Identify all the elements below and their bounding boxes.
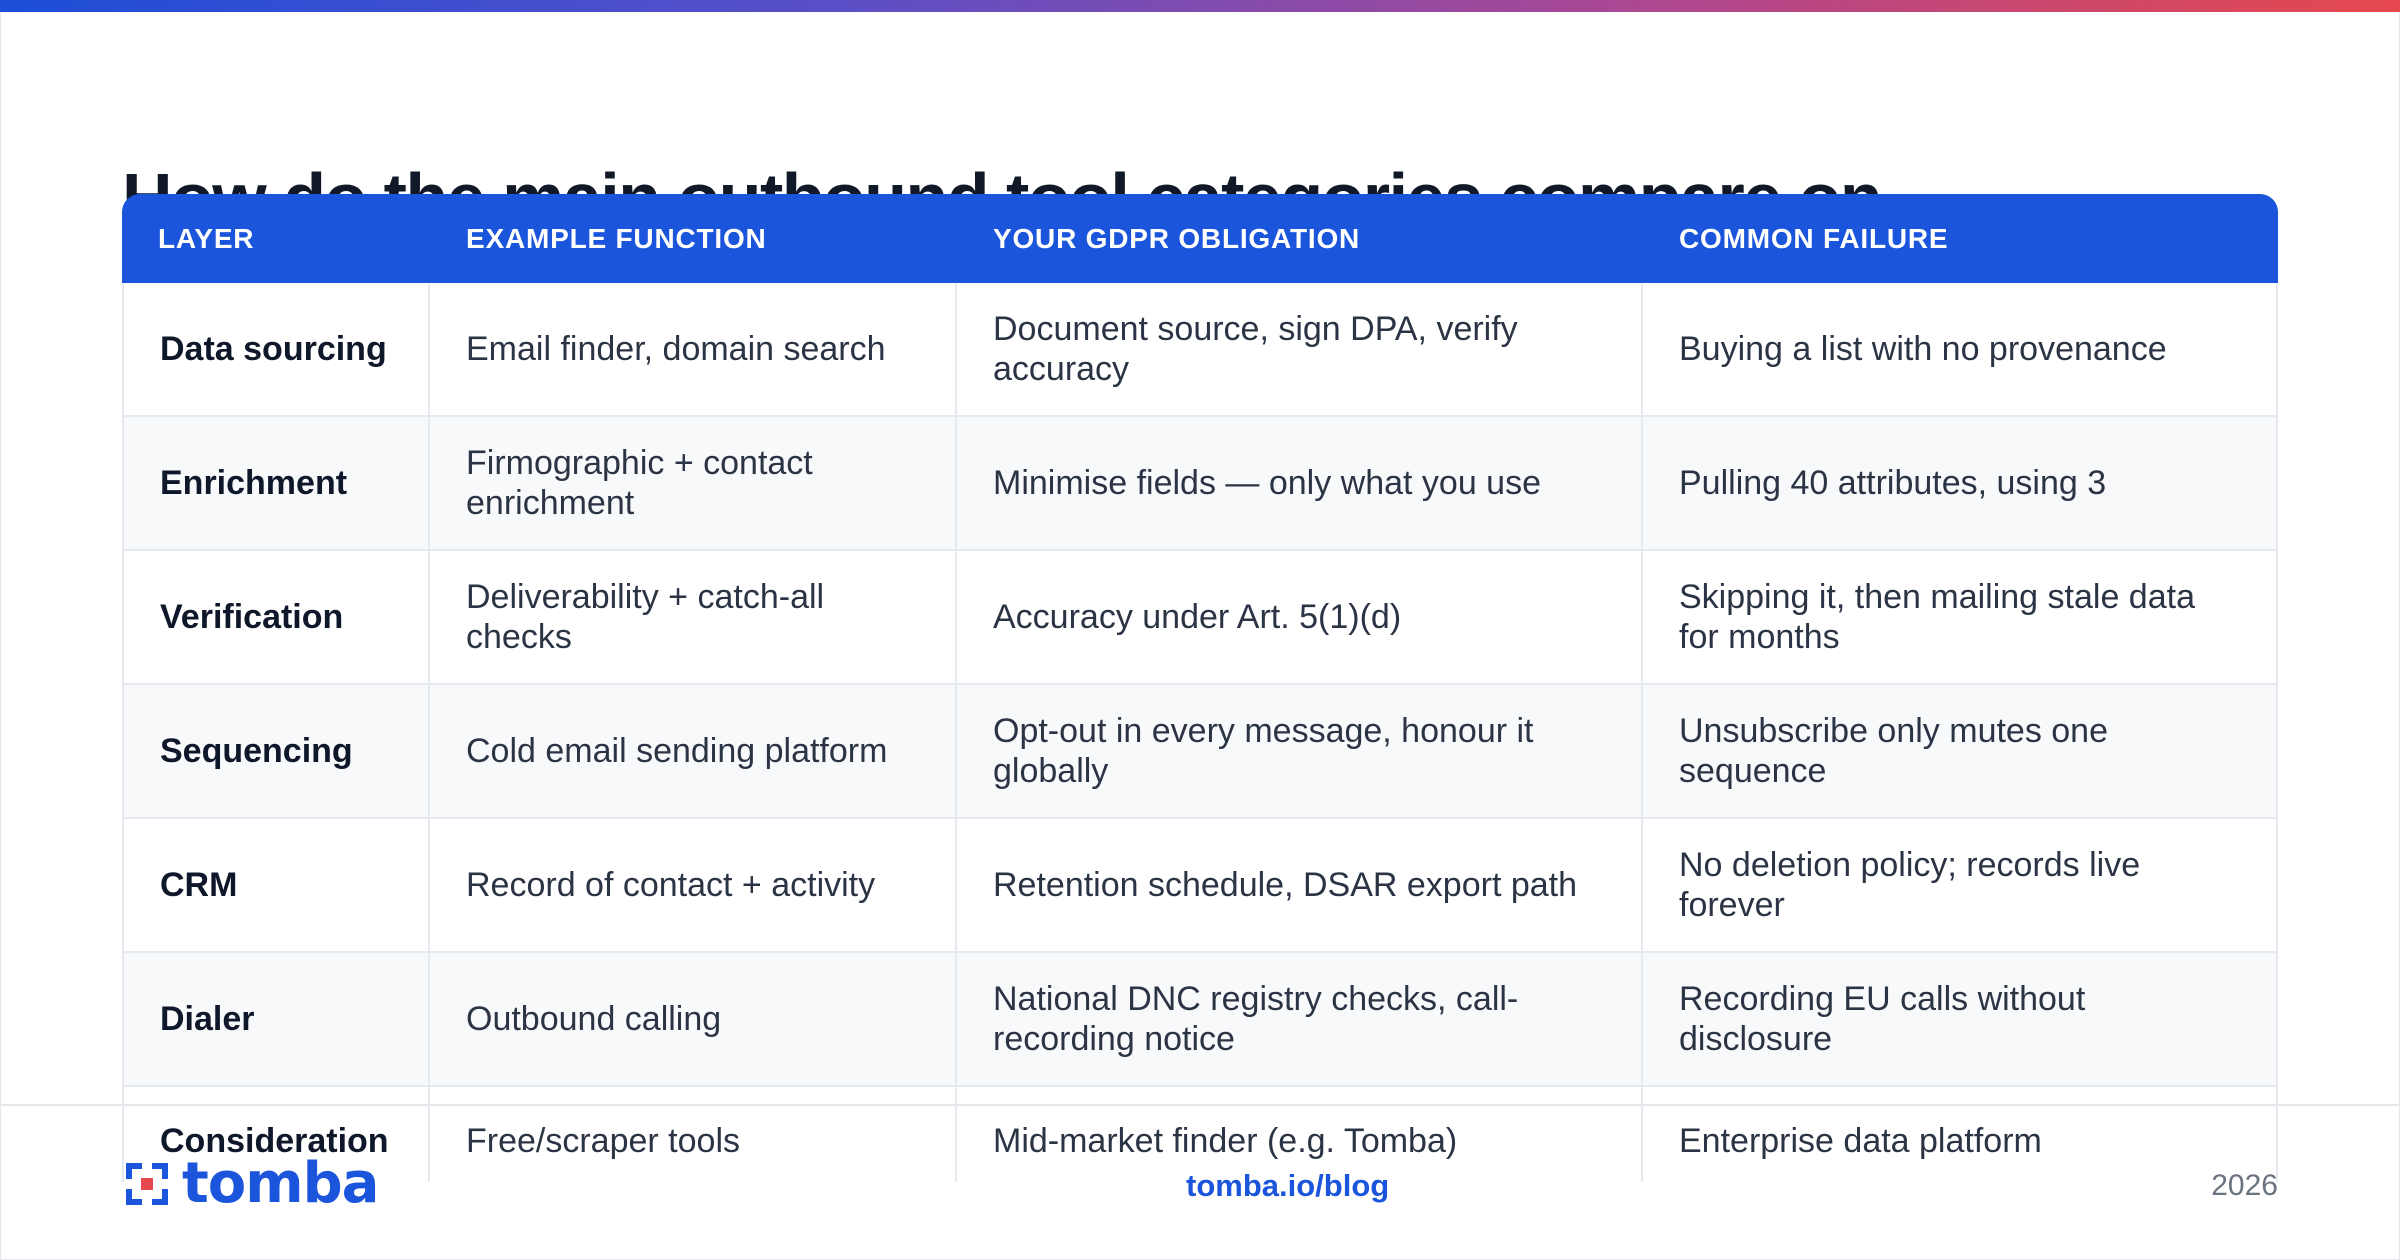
cell-layer: CRM [122, 819, 430, 953]
column-header-common-failure: COMMON FAILURE [1643, 194, 2278, 283]
footer-year: 2026 [2211, 1169, 2278, 1202]
cell-layer: Enrichment [122, 417, 430, 551]
cell-example-function: Firmographic + contact enrichment [430, 417, 957, 551]
cell-layer: Sequencing [122, 685, 430, 819]
cell-common-failure: No deletion policy; records live forever [1643, 819, 2278, 953]
cell-example-function: Cold email sending platform [430, 685, 957, 819]
cell-common-failure: Skipping it, then mailing stale data for… [1643, 551, 2278, 685]
cell-gdpr-obligation: Accuracy under Art. 5(1)(d) [957, 551, 1643, 685]
cell-common-failure: Unsubscribe only mutes one sequence [1643, 685, 2278, 819]
cell-layer: Consideration [122, 1087, 430, 1182]
table-row: Verification Deliverability + catch-all … [122, 551, 2278, 685]
brand-logo[interactable]: tomba [122, 1151, 379, 1216]
column-header-example-function: EXAMPLE FUNCTION [430, 194, 957, 283]
cell-gdpr-obligation: Mid-market finder (e.g. Tomba) [957, 1087, 1643, 1182]
cell-layer: Dialer [122, 953, 430, 1087]
cell-common-failure: Pulling 40 attributes, using 3 [1643, 417, 2278, 551]
table-header-row: LAYER EXAMPLE FUNCTION YOUR GDPR OBLIGAT… [122, 194, 2278, 283]
brand-wordmark: tomba [182, 1151, 379, 1216]
cell-gdpr-obligation: Opt-out in every message, honour it glob… [957, 685, 1643, 819]
table-row: Data sourcing Email finder, domain searc… [122, 283, 2278, 417]
cell-example-function: Record of contact + activity [430, 819, 957, 953]
comparison-table-viewport[interactable]: LAYER EXAMPLE FUNCTION YOUR GDPR OBLIGAT… [122, 194, 2278, 1182]
cell-layer: Verification [122, 551, 430, 685]
column-header-layer: LAYER [122, 194, 430, 283]
table-row: Consideration Free/scraper tools Mid-mar… [122, 1087, 2278, 1182]
cell-common-failure: Buying a list with no provenance [1643, 283, 2278, 417]
cell-example-function: Deliverability + catch-all checks [430, 551, 957, 685]
table-row: Sequencing Cold email sending platform O… [122, 685, 2278, 819]
tomba-mark-icon [126, 1163, 168, 1205]
cell-example-function: Outbound calling [430, 953, 957, 1087]
cell-gdpr-obligation: National DNC registry checks, call-recor… [957, 953, 1643, 1087]
table-row: Enrichment Firmographic + contact enrich… [122, 417, 2278, 551]
cell-gdpr-obligation: Retention schedule, DSAR export path [957, 819, 1643, 953]
cell-gdpr-obligation: Document source, sign DPA, verify accura… [957, 283, 1643, 417]
accent-gradient-bar [0, 0, 2400, 12]
cell-example-function: Email finder, domain search [430, 283, 957, 417]
cell-layer: Data sourcing [122, 283, 430, 417]
table-row: Dialer Outbound calling National DNC reg… [122, 953, 2278, 1087]
cell-gdpr-obligation: Minimise fields — only what you use [957, 417, 1643, 551]
cell-common-failure: Recording EU calls without disclosure [1643, 953, 2278, 1087]
comparison-table: LAYER EXAMPLE FUNCTION YOUR GDPR OBLIGAT… [122, 194, 2278, 1182]
column-header-gdpr-obligation: YOUR GDPR OBLIGATION [957, 194, 1643, 283]
blog-link[interactable]: tomba.io/blog [1186, 1168, 1390, 1203]
table-row: CRM Record of contact + activity Retenti… [122, 819, 2278, 953]
cell-common-failure: Enterprise data platform [1643, 1087, 2278, 1182]
cell-example-function: Free/scraper tools [430, 1087, 957, 1182]
